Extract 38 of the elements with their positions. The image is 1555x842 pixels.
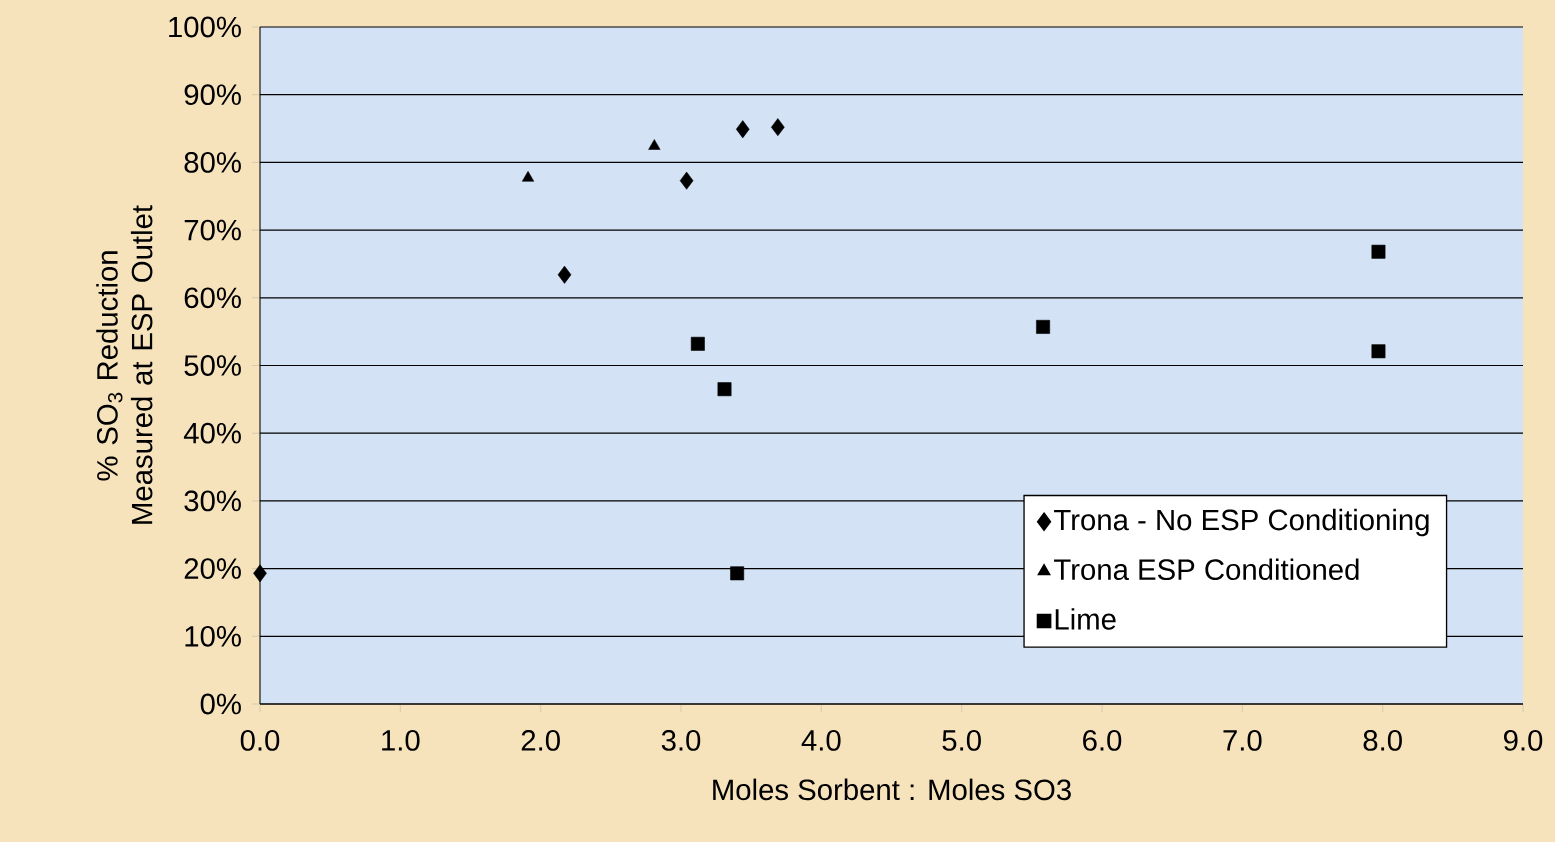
x-tick-label: 5.0 [942, 730, 981, 751]
point [557, 265, 572, 284]
point [1371, 244, 1386, 259]
legend-label: Lime [1055, 608, 1116, 630]
point [679, 171, 694, 190]
point [648, 139, 661, 150]
legend-label: Trona ESP Conditioned [1054, 558, 1359, 581]
x-axis-title: Moles Sorbent : Moles SO3 [713, 778, 1071, 801]
point [730, 566, 745, 581]
y-tick-label: 60% [184, 287, 241, 309]
point [253, 564, 267, 583]
point [735, 120, 750, 139]
y-tick-label: 90% [184, 84, 241, 106]
y-tick-label: 70% [184, 219, 241, 241]
x-tick-label: 6.0 [1083, 730, 1122, 751]
x-tick-label: 2.0 [521, 730, 560, 751]
point [771, 118, 785, 137]
legend-label: Trona - No ESP Conditioning [1054, 508, 1429, 537]
y-tick-label: 20% [184, 558, 241, 579]
y-tick-label: 10% [185, 625, 241, 647]
y-tick-label: 80% [184, 152, 241, 173]
x-tick-label: 7.0 [1223, 730, 1262, 751]
x-tick-label: 4.0 [801, 730, 841, 751]
y-tick-label: 50% [184, 355, 241, 376]
point [1036, 319, 1050, 334]
point [522, 171, 535, 182]
y-tick-label: 0% [200, 693, 241, 715]
point [717, 382, 732, 397]
point [1371, 344, 1386, 359]
x-tick-label: 9.0 [1504, 730, 1543, 751]
x-tick-label: 1.0 [382, 730, 420, 751]
x-tick-label: 3.0 [661, 730, 701, 751]
y-tick-label: 40% [183, 422, 241, 444]
x-tick-label: 8.0 [1363, 730, 1402, 751]
point [690, 336, 705, 351]
x-tick-label: 0.0 [240, 730, 280, 751]
y-tick-label: 30% [184, 490, 241, 512]
y-tick-label: 100% [169, 16, 241, 38]
